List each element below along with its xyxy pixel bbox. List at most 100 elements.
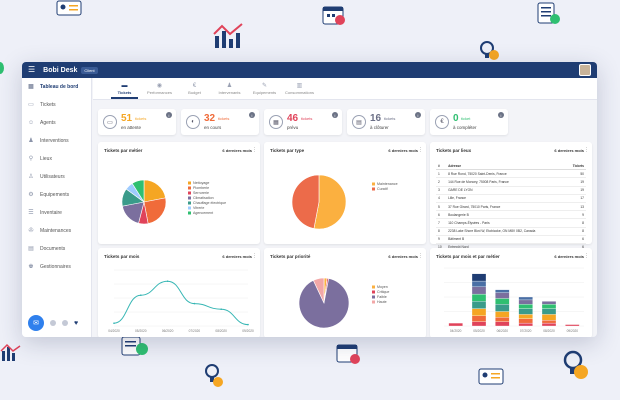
bar-segment[interactable] [518, 296, 533, 301]
bar-segment[interactable] [471, 308, 487, 316]
info-icon[interactable]: i [249, 112, 255, 118]
period-selector[interactable]: 6 derniers mois [222, 254, 252, 259]
menu-icon[interactable]: ☰ [28, 65, 36, 74]
table-row[interactable]: 7 110 Champs-Élysées - Paris 8 [436, 218, 586, 228]
sidebar-item[interactable]: ☰ Inventaire [22, 204, 91, 222]
bar-segment[interactable] [495, 289, 510, 293]
period-selector[interactable]: 6 derniers mois [554, 148, 584, 153]
table-cell: 2 [436, 177, 447, 187]
bar-segment[interactable] [541, 322, 557, 327]
tab[interactable]: ▬ Tickets [107, 78, 142, 99]
period-selector[interactable]: 6 derniers mois [388, 254, 418, 259]
bar-segment[interactable] [471, 273, 487, 282]
bar-segment[interactable] [471, 321, 487, 327]
stat-card[interactable]: ▦ 46 tickets prévu i [264, 109, 342, 135]
bar-segment[interactable] [541, 301, 557, 305]
period-selector[interactable]: 6 derniers mois [222, 148, 252, 153]
bar-segment[interactable] [471, 293, 487, 302]
bar-segment[interactable] [495, 317, 510, 322]
table-row[interactable]: 5 37 Rue Girard, 75010 Paris, France 13 [436, 202, 586, 212]
pie-slice[interactable] [313, 174, 347, 230]
line-point[interactable] [220, 308, 222, 310]
table-row[interactable]: 3 GARE DE LYON 19 [436, 186, 586, 195]
bar-segment[interactable] [518, 299, 533, 305]
chat-icon[interactable]: ✉ [28, 315, 44, 331]
line-point[interactable] [140, 294, 142, 296]
info-icon[interactable]: i [415, 112, 421, 118]
bar-segment[interactable] [541, 308, 557, 315]
bar-segment[interactable] [518, 322, 533, 327]
tab[interactable]: ✎ Equipements [247, 78, 282, 99]
help-icon[interactable] [50, 320, 56, 326]
line-point[interactable] [166, 280, 169, 282]
period-selector[interactable]: 6 derniers mois [554, 254, 584, 259]
line-point[interactable] [113, 322, 115, 324]
sidebar-item[interactable]: ✇ Maintenances [22, 222, 91, 240]
bar-segment[interactable] [471, 315, 487, 322]
user-avatar[interactable] [579, 64, 591, 76]
bar-segment[interactable] [448, 322, 463, 327]
tab[interactable]: ◉ Performances [142, 78, 177, 99]
table-row[interactable]: 2 144 Rue de Moncey, 75008 Paris, France 1… [436, 177, 586, 187]
pie-slice[interactable] [312, 277, 325, 304]
bar-segment[interactable] [495, 321, 510, 327]
bar-segment[interactable] [495, 311, 510, 318]
heart-icon[interactable]: ♥ [74, 319, 79, 327]
panel-title: Tickets par métier [104, 148, 143, 153]
more-options-icon[interactable]: ⋮ [252, 253, 257, 259]
tab[interactable]: ▥ Consommations [282, 78, 317, 99]
tab[interactable]: ♟ Intervenants [212, 78, 247, 99]
tab[interactable]: € Budget [177, 78, 212, 99]
pie-slice[interactable] [298, 278, 350, 329]
pie-slice[interactable] [291, 174, 320, 229]
stat-card[interactable]: ▭ 51 tickets en attente i [98, 109, 176, 135]
period-selector[interactable]: 6 derniers mois [388, 148, 418, 153]
info-icon[interactable]: i [332, 112, 338, 118]
pie-slice[interactable] [131, 179, 145, 204]
bar-segment[interactable] [518, 304, 533, 309]
stat-card[interactable]: ◐ 32 tickets en cours i [181, 109, 259, 135]
more-options-icon[interactable]: ⋮ [252, 147, 257, 153]
sidebar-item[interactable]: ☺ Agents [22, 114, 91, 132]
table-row[interactable]: 4 Lille, France 17 [436, 194, 586, 203]
stat-card[interactable]: €0 ticket à compléter i [430, 109, 508, 135]
bar-segment[interactable] [495, 292, 510, 299]
bar-segment[interactable] [495, 304, 510, 312]
bar-segment[interactable] [471, 301, 487, 309]
bar-segment[interactable] [541, 320, 557, 324]
sidebar-item[interactable]: ♚ Gestionnaires [22, 258, 91, 276]
pie-slice[interactable] [143, 197, 167, 224]
bar-segment[interactable] [518, 308, 533, 315]
settings-icon[interactable] [62, 320, 68, 326]
table-row[interactable]: 8 2238 Lake Shore Blvd W, Etobicoke, ON M… [436, 227, 586, 236]
bar-segment[interactable] [565, 324, 580, 327]
bar-segment[interactable] [495, 298, 510, 305]
sidebar-item[interactable]: ♙ Utilisateurs [22, 168, 91, 186]
sidebar-item[interactable]: ⚙ Equipements [22, 186, 91, 204]
sidebar-item[interactable]: ♟ Interventions [22, 132, 91, 150]
bar-segment[interactable] [471, 286, 487, 295]
info-icon[interactable]: i [166, 112, 172, 118]
line-point[interactable] [247, 323, 249, 326]
bar-segment[interactable] [541, 314, 557, 321]
info-icon[interactable]: i [498, 112, 504, 118]
sidebar-item[interactable]: ⚲ Lieux [22, 150, 91, 168]
sidebar-item[interactable]: ▭ Tickets [22, 96, 91, 114]
more-options-icon[interactable]: ⋮ [418, 147, 423, 153]
more-options-icon[interactable]: ⋮ [584, 147, 589, 153]
stat-icon: € [435, 115, 449, 129]
bar-segment[interactable] [541, 304, 557, 309]
bar-segment[interactable] [471, 280, 487, 287]
more-options-icon[interactable]: ⋮ [584, 253, 589, 259]
more-options-icon[interactable]: ⋮ [418, 253, 423, 259]
sidebar-item[interactable]: ▦ Tableau de bord [22, 78, 91, 96]
x-tick-label: 09/2020 [567, 329, 579, 333]
bar-segment[interactable] [518, 318, 533, 324]
sidebar-item[interactable]: ▤ Documents [22, 240, 91, 258]
bar-segment[interactable] [518, 314, 533, 319]
stat-card[interactable]: ▤ 16 tickets à clôturer i [347, 109, 425, 135]
line-point[interactable] [193, 302, 196, 305]
